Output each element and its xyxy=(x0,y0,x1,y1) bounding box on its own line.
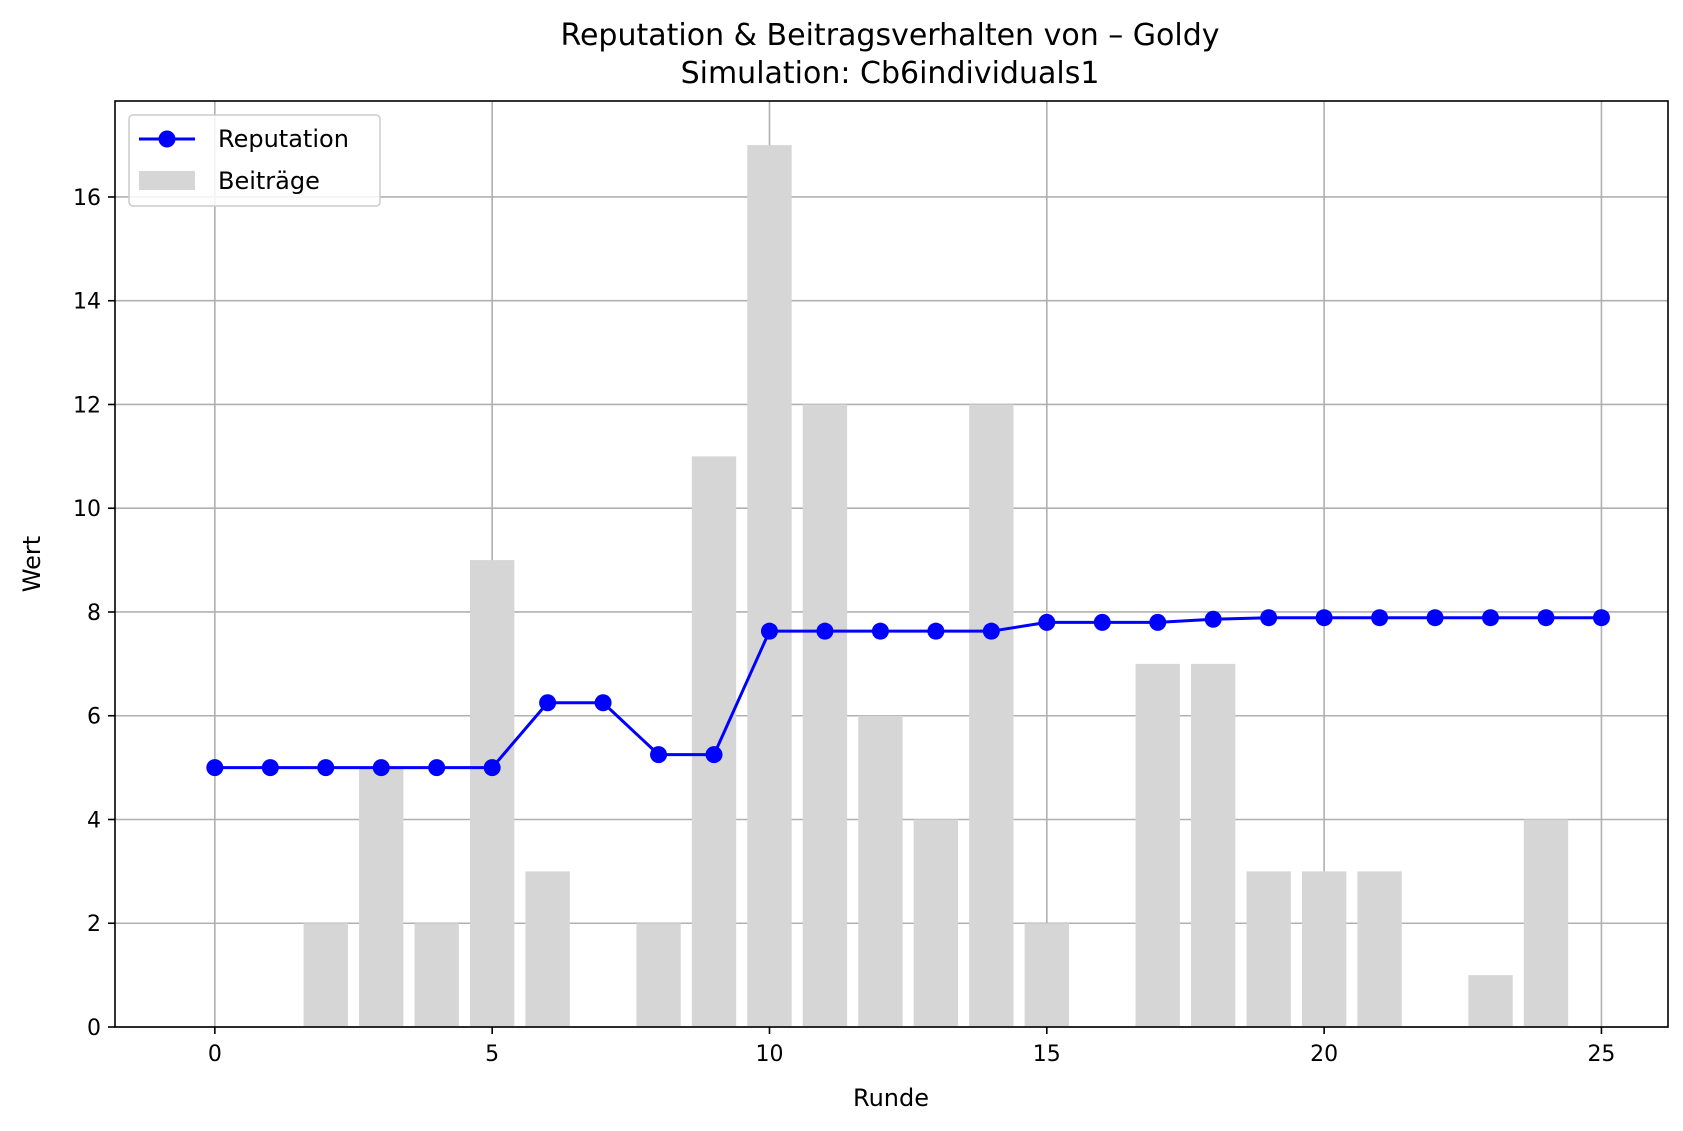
legend-contributions-label: Beiträge xyxy=(218,167,320,195)
y-tick-label: 0 xyxy=(87,1016,101,1041)
contribution-bar xyxy=(969,404,1014,1027)
reputation-point xyxy=(317,759,335,777)
legend-contributions-swatch xyxy=(139,171,195,190)
legend-reputation-marker xyxy=(158,130,176,148)
contribution-bar xyxy=(303,923,348,1027)
contribution-bar xyxy=(1357,871,1402,1027)
contribution-bar xyxy=(414,923,459,1027)
contribution-bar xyxy=(913,819,959,1027)
reputation-point xyxy=(650,746,668,764)
x-tick-label: 0 xyxy=(208,1042,222,1067)
contribution-bar xyxy=(1246,871,1291,1027)
y-tick-label: 12 xyxy=(73,393,101,418)
contribution-bars xyxy=(303,145,1569,1028)
reputation-point xyxy=(539,694,557,712)
reputation-point xyxy=(1315,609,1333,627)
x-axis: 0 5 10 15 20 25 xyxy=(208,1027,1615,1067)
reputation-point xyxy=(1426,609,1444,627)
legend-reputation-label: Reputation xyxy=(218,125,349,153)
reputation-point xyxy=(206,759,224,777)
legend: Reputation Beiträge xyxy=(128,114,381,207)
contribution-bar xyxy=(1468,975,1513,1027)
y-axis: 0 2 4 6 8 10 12 14 16 xyxy=(73,186,115,1041)
reputation-point xyxy=(1149,613,1167,631)
contribution-bar xyxy=(1135,663,1180,1027)
contribution-bar xyxy=(359,767,404,1027)
reputation-point xyxy=(1537,609,1555,627)
reputation-point xyxy=(1371,609,1389,627)
x-tick-label: 5 xyxy=(485,1042,499,1067)
reputation-point xyxy=(1592,609,1610,627)
contribution-bar xyxy=(1191,663,1236,1027)
chart-title: Reputation & Beitragsverhalten von – Gol… xyxy=(560,18,1219,53)
reputation-point xyxy=(1038,613,1056,631)
reputation-point xyxy=(372,759,390,777)
x-axis-label: Runde xyxy=(853,1084,929,1112)
reputation-point xyxy=(1482,609,1500,627)
contribution-bar xyxy=(802,404,848,1027)
contribution-bar xyxy=(747,145,792,1028)
contribution-bar xyxy=(858,715,903,1027)
reputation-point xyxy=(1260,609,1278,627)
y-tick-label: 2 xyxy=(87,912,101,937)
contribution-bar xyxy=(1024,923,1069,1027)
reputation-point xyxy=(927,622,945,640)
reputation-line-layer xyxy=(206,609,1610,777)
y-tick-label: 6 xyxy=(87,705,101,730)
x-tick-label: 25 xyxy=(1587,1042,1615,1067)
reputation-point xyxy=(1204,610,1222,628)
y-tick-label: 10 xyxy=(73,497,101,522)
reputation-point xyxy=(982,622,1000,640)
reputation-point xyxy=(1093,613,1111,631)
reputation-point xyxy=(594,694,612,712)
reputation-point xyxy=(760,622,778,640)
reputation-point xyxy=(483,759,501,777)
x-tick-label: 20 xyxy=(1310,1042,1338,1067)
y-tick-label: 14 xyxy=(73,290,101,315)
y-tick-label: 8 xyxy=(87,601,101,626)
contribution-bar xyxy=(691,456,737,1028)
reputation-point xyxy=(428,759,446,777)
y-tick-label: 16 xyxy=(73,186,101,211)
y-tick-label: 4 xyxy=(87,808,101,833)
contribution-bar xyxy=(1301,871,1347,1027)
plot-frame xyxy=(114,100,1669,1028)
contribution-bar xyxy=(1523,819,1569,1027)
x-tick-label: 10 xyxy=(755,1042,783,1067)
x-tick-label: 15 xyxy=(1033,1042,1061,1067)
reputation-point xyxy=(261,759,279,777)
reputation-point xyxy=(705,746,723,764)
contribution-bar xyxy=(636,923,681,1027)
reputation-line xyxy=(214,616,1602,770)
reputation-point xyxy=(816,622,834,640)
contribution-bar xyxy=(469,560,515,1027)
chart-subtitle: Simulation: Cb6individuals1 xyxy=(681,56,1100,91)
contribution-bar xyxy=(525,871,570,1027)
y-axis-label: Wert xyxy=(18,536,46,592)
reputation-point xyxy=(871,622,889,640)
